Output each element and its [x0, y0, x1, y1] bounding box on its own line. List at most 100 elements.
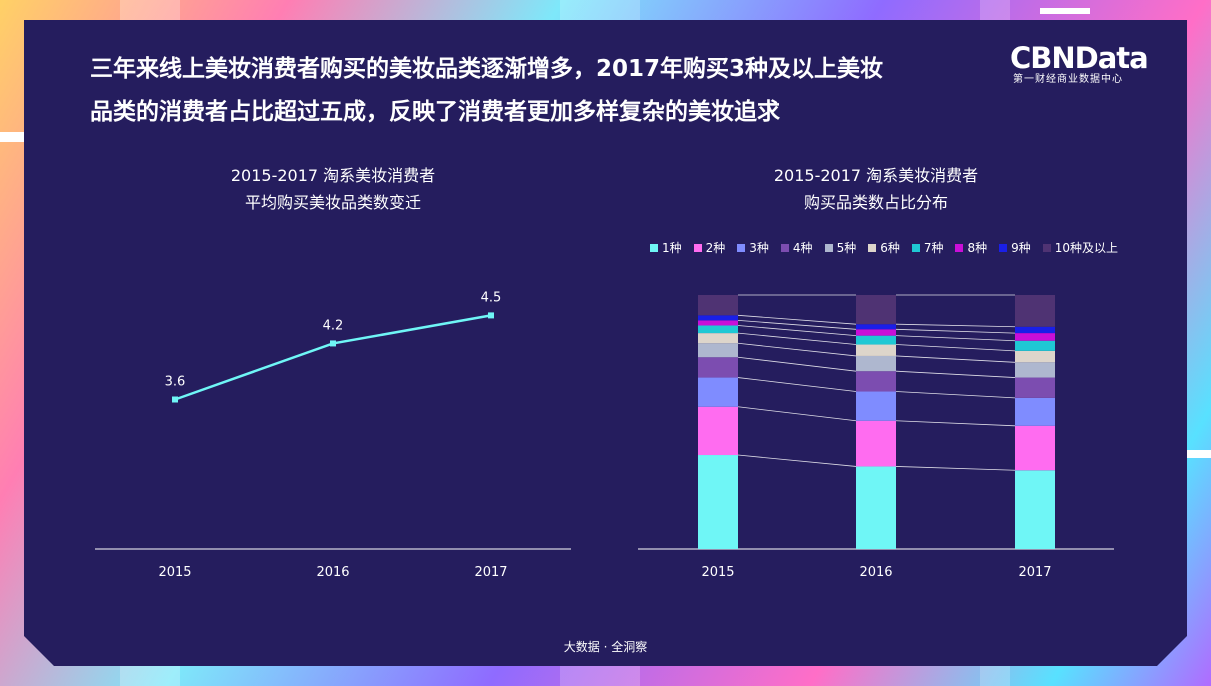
legend-item-7种: 7种	[911, 240, 944, 256]
bar-segment-2016-2种	[856, 420, 896, 467]
logo-wordmark: CBNData	[1010, 41, 1149, 75]
bar-segment-2015-10种及以上	[698, 295, 738, 316]
line-data-label-2015: 3.6	[165, 375, 186, 390]
bar-connector-2016-6种	[895, 344, 1016, 352]
legend-swatch	[868, 244, 877, 252]
bar-connector-2015-9种	[737, 314, 857, 325]
line-chart-title: 2015-2017 淘系美妆消费者 平均购买美妆品类数变迁	[153, 162, 513, 216]
legend-label: 2种	[705, 241, 726, 255]
bar-chart-title: 2015-2017 淘系美妆消费者 购买品类数占比分布	[696, 162, 1056, 216]
bar-segment-2016-10种及以上	[856, 295, 896, 325]
bar-x-tick-2015: 2015	[701, 565, 734, 580]
bar-segment-2017-8种	[1015, 333, 1055, 341]
bar-segment-2016-8种	[856, 329, 896, 336]
decor-bar-top	[1040, 8, 1090, 14]
line-chart-title-line-2: 平均购买美妆品类数变迁	[244, 193, 421, 212]
legend-label: 8种	[967, 241, 988, 255]
line-x-tick-2016: 2016	[316, 565, 349, 580]
bar-connector-2015-4种	[737, 356, 857, 372]
legend-swatch	[780, 244, 789, 252]
bar-segment-2017-10种及以上	[1015, 295, 1055, 327]
bar-chart-title-line-2: 购买品类数占比分布	[803, 193, 948, 212]
bar-connector-2015-1种	[737, 454, 857, 467]
legend-swatch	[650, 244, 658, 252]
bar-segment-2015-5种	[698, 343, 738, 358]
bar-connector-2016-1种	[895, 466, 1016, 471]
bar-connector-2016-7种	[895, 335, 1016, 342]
legend-label: 4种	[792, 241, 813, 255]
line-chart-title-line-1: 2015-2017 淘系美妆消费者	[230, 166, 436, 185]
legend-item-5种: 5种	[824, 240, 857, 256]
bar-segment-2015-2种	[698, 406, 738, 456]
legend-label: 10种及以上	[1054, 241, 1119, 255]
legend-item-9种: 9种	[999, 240, 1031, 256]
legend-swatch	[1042, 244, 1051, 252]
legend-item-2种: 2种	[693, 240, 726, 256]
legend-swatch	[737, 244, 746, 252]
legend-label: 5种	[836, 241, 857, 255]
legend-label: 9种	[1011, 241, 1031, 255]
content-panel	[24, 20, 1187, 666]
bar-segment-2016-9种	[856, 324, 896, 330]
bar-segment-2016-5种	[856, 355, 896, 372]
bar-connector-2016-8种	[895, 328, 1016, 334]
bar-segment-2017-3种	[1015, 397, 1055, 426]
bar-segment-2016-3种	[856, 391, 896, 421]
bar-x-tick-2016: 2016	[859, 565, 892, 580]
bar-connector-2015-6种	[737, 332, 857, 345]
line-point-2015	[172, 396, 178, 403]
bar-segment-2015-9种	[698, 315, 738, 321]
bar-connector-2015-3种	[737, 377, 857, 392]
bar-connector-2015-7种	[737, 325, 857, 337]
legend-label: 1种	[662, 241, 682, 255]
bar-connector-2015-2种	[737, 406, 857, 422]
decor-bar-left	[0, 132, 40, 142]
bar-segment-2015-6种	[698, 333, 738, 344]
legend-label: 3种	[749, 241, 769, 255]
legend-item-10种及以上: 10种及以上	[1042, 240, 1119, 256]
legend-item-4种: 4种	[780, 240, 813, 256]
bar-chart-legend: 1种 2种 3种 4种 5种 6种 7种 8种 9种 10种及以上	[650, 240, 1118, 256]
bar-segment-2016-1种	[856, 466, 896, 549]
bar-segment-2017-9种	[1015, 326, 1055, 334]
headline-line-1: 三年来线上美妆消费者购买的美妆品类逐渐增多，2017年购买3种及以上美妆	[90, 56, 884, 82]
headline: 三年来线上美妆消费者购买的美妆品类逐渐增多，2017年购买3种及以上美妆 品类的…	[90, 48, 990, 134]
bar-segment-2017-4种	[1015, 377, 1055, 398]
bar-segment-2016-7种	[856, 335, 896, 345]
bar-segment-2017-6种	[1015, 350, 1055, 363]
bar-segment-2016-6种	[856, 344, 896, 356]
bar-connector-2016-5种	[895, 355, 1016, 363]
legend-swatch	[693, 244, 702, 252]
legend-item-6种: 6种	[868, 240, 900, 256]
legend-item-8种: 8种	[955, 240, 987, 256]
headline-line-2: 品类的消费者占比超过五成，反映了消费者更加多样复杂的美妆追求	[90, 99, 780, 125]
bar-segment-2017-7种	[1015, 340, 1055, 351]
line-point-2016	[330, 340, 336, 347]
legend-swatch	[911, 244, 920, 252]
decor-bar-right	[1187, 450, 1211, 458]
bar-segment-2015-7种	[698, 325, 738, 334]
line-data-label-2017: 4.5	[481, 290, 502, 305]
bar-segment-2015-4种	[698, 357, 738, 378]
line-x-tick-2017: 2017	[474, 565, 507, 580]
line-data-label-2016: 4.2	[323, 318, 344, 333]
legend-item-3种: 3种	[737, 240, 769, 256]
logo-subtitle: 第一财经商业数据中心	[1013, 74, 1123, 85]
bar-connector-2016-9种	[895, 323, 1016, 328]
footer-slogan: 大数据 · 全洞察	[563, 640, 648, 654]
legend-label: 7种	[923, 241, 944, 255]
bar-segment-2016-4种	[856, 371, 896, 392]
bar-connector-2015-5种	[737, 342, 857, 357]
cbndata-logo: CBNData 第一财经商业数据中心	[1010, 41, 1149, 86]
bar-segment-2017-1种	[1015, 470, 1055, 549]
bar-chart-title-line-1: 2015-2017 淘系美妆消费者	[773, 166, 979, 185]
legend-swatch	[999, 244, 1008, 252]
legend-item-1种: 1种	[650, 240, 682, 256]
line-point-2017	[488, 312, 494, 319]
bar-segment-2017-2种	[1015, 425, 1055, 471]
bar-segment-2015-3种	[698, 377, 738, 407]
line-x-tick-2015: 2015	[158, 565, 191, 580]
bar-x-tick-2017: 2017	[1018, 565, 1051, 580]
legend-label: 6种	[880, 241, 900, 255]
